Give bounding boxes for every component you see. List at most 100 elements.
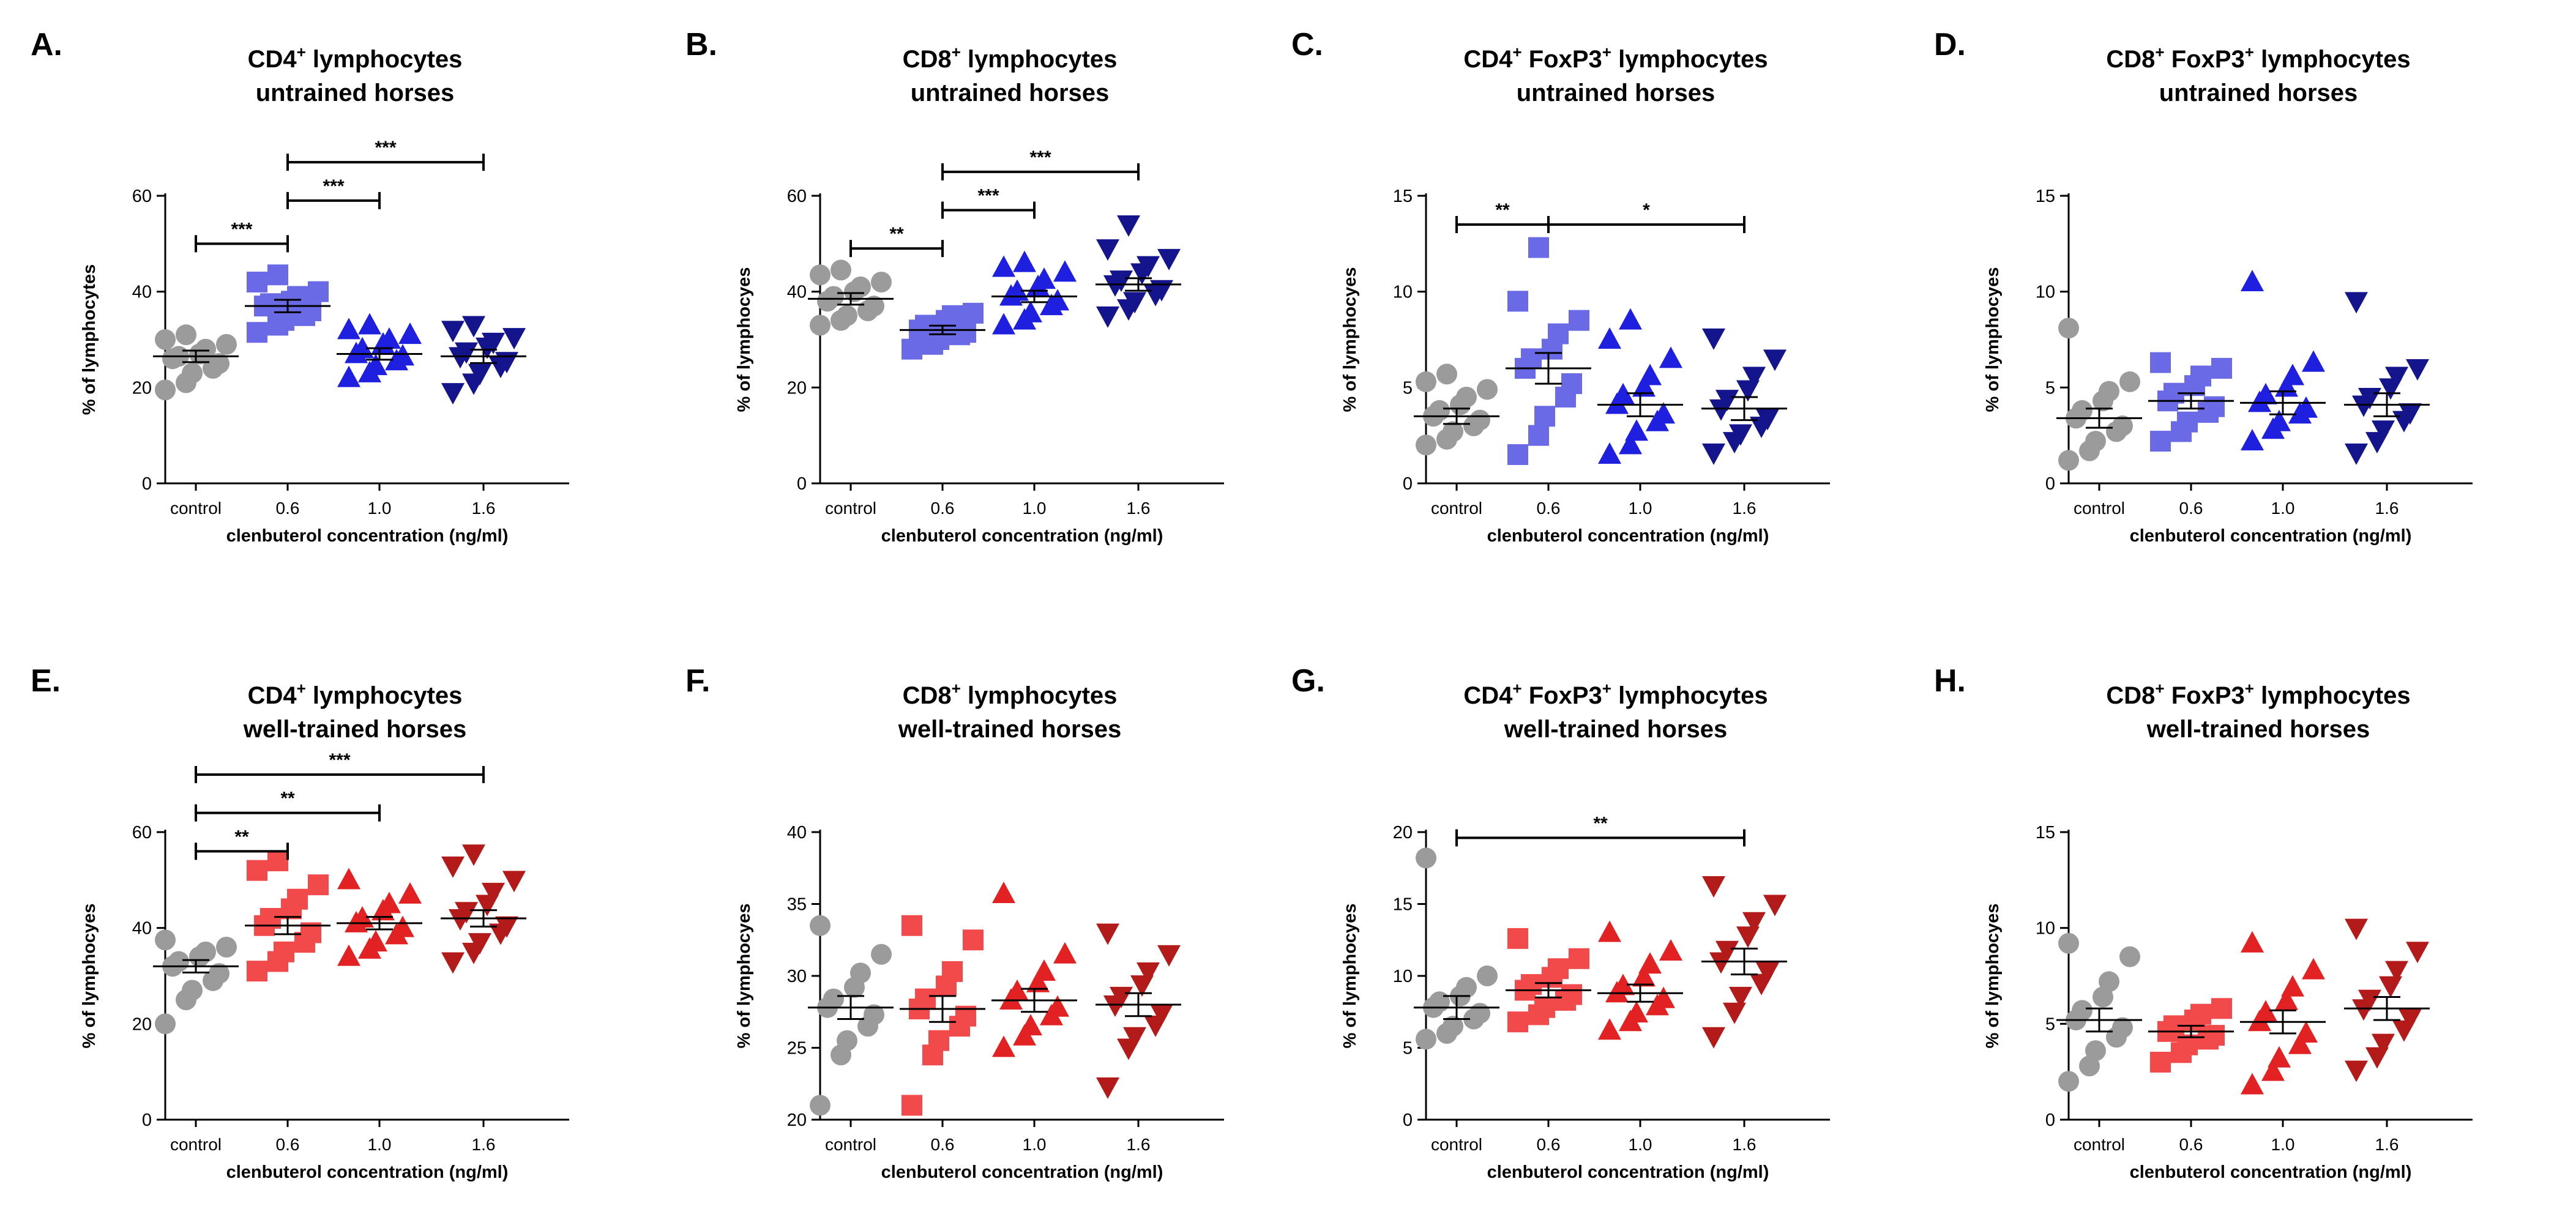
data-point [462,316,485,338]
series-1.6 [1096,215,1181,328]
x-axis-label: clenbuterol concentration (ng/ml) [881,1162,1163,1182]
data-point [810,915,831,936]
panel-title-line2: untrained horses [911,80,1110,106]
series-1.0 [1597,920,1683,1040]
data-point [502,871,526,893]
series-0.6 [245,264,330,343]
data-point [1006,979,1029,1001]
data-point [2058,1071,2079,1092]
data-point [2406,359,2429,381]
data-point [1507,928,1528,949]
x-tick-label: control [2074,1135,2125,1154]
data-point [337,868,360,890]
y-tick-label: 40 [787,823,807,843]
data-point [1632,965,1656,987]
data-point [1110,986,1133,1008]
y-tick-label: 20 [787,378,807,398]
data-point [864,296,884,317]
series-1.0 [1597,308,1683,464]
x-tick-label: 0.6 [1537,499,1561,518]
data-point [1652,402,1675,424]
panel-label: A. [31,27,62,62]
data-point [1477,379,1498,400]
panel-title-line2: untrained horses [1517,80,1715,106]
series-control [153,929,239,1035]
data-point [2345,292,2368,314]
data-point [1638,363,1662,385]
series-control [2056,318,2142,471]
data-point [351,337,374,359]
significance-label: *** [977,186,999,206]
significance-label: *** [329,750,350,770]
y-tick-label: 5 [2045,1014,2055,1034]
data-point [2190,1003,2211,1025]
data-point [308,874,329,896]
data-point [2254,1000,2277,1022]
data-point [495,916,518,938]
panel-label: F. [685,663,710,699]
x-tick-label: 0.6 [2179,1135,2203,1154]
data-point [2085,431,2106,452]
data-point [1756,962,1779,984]
series-0.6 [245,850,330,982]
data-point [1477,965,1498,986]
data-point [2058,318,2079,339]
series-1.0 [337,313,422,387]
data-point [1723,1002,1746,1024]
y-tick-label: 40 [132,283,152,302]
panel-title-line2: well-trained horses [2146,716,2370,743]
data-point [2288,1032,2312,1054]
data-point [308,281,329,302]
data-point [398,882,422,904]
series-control [153,324,239,401]
data-point [902,915,922,936]
x-tick-label: 0.6 [276,499,300,518]
data-point [2254,382,2277,404]
data-point [155,1013,176,1035]
data-point [1763,349,1786,371]
data-point [1619,433,1642,455]
x-tick-label: 1.6 [1733,499,1757,518]
x-tick-label: 1.6 [1127,499,1151,518]
y-axis-label: % of lymphocyes [734,904,754,1049]
data-point [441,856,465,878]
data-point [1416,434,1436,456]
data-point [195,338,216,360]
data-point [963,302,984,324]
panel-title-line2: untrained horses [2159,80,2358,106]
data-point [1026,970,1050,992]
series-1.0 [991,250,1077,335]
panel-label: E. [31,663,61,699]
significance-bracket: *** [941,147,1140,180]
x-tick-label: control [825,1135,876,1154]
data-point [2112,1017,2133,1038]
data-point [902,338,922,360]
panel-label: G. [1291,663,1325,699]
data-point [1096,306,1119,328]
data-point [1548,323,1569,344]
series-control [1414,363,1499,456]
data-point [247,961,267,982]
data-point [1507,1011,1528,1033]
x-axis-label: clenbuterol concentration (ng/ml) [2130,526,2412,546]
data-point [1123,1027,1146,1049]
data-point [482,882,505,904]
y-axis-label: % of lymphocyes [1340,267,1360,412]
data-point [963,929,984,951]
data-point [1019,1014,1042,1036]
significance-bracket: ** [1455,200,1550,233]
x-tick-label: 1.6 [2375,499,2399,518]
data-point [1443,421,1463,442]
y-tick-label: 5 [1403,378,1413,398]
data-point [287,286,308,307]
data-point [468,363,491,385]
series-1.0 [2240,270,2326,451]
data-point [1429,400,1450,421]
data-point [1561,373,1582,395]
data-point [1416,1029,1436,1050]
panel-title-line1: CD8+ lymphocytes [903,43,1118,73]
y-tick-label: 15 [1393,895,1413,915]
x-tick-label: control [2074,499,2125,518]
data-point [176,324,196,346]
data-point [2204,396,2225,417]
